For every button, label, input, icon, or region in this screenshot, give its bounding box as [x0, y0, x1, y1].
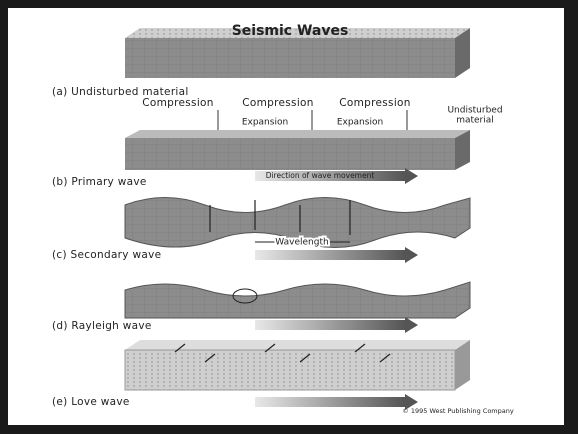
panel-label: (b) Primary wave	[52, 176, 147, 188]
panel-label: (d) Rayleigh wave	[52, 320, 152, 332]
expansion: Expansion	[242, 118, 288, 128]
panel-label: (c) Secondary wave	[52, 249, 161, 261]
wavelength: Wavelength	[275, 238, 328, 248]
figure: Seismic Waves (a) Undisturbed material C…	[0, 0, 578, 434]
panel-label: (e) Love wave	[52, 396, 130, 408]
undisturbed: Undisturbed	[447, 106, 502, 116]
compression: Compression	[242, 97, 313, 109]
slab	[125, 138, 455, 170]
undisturbed: material	[456, 116, 494, 126]
compression: Compression	[142, 97, 213, 109]
arrow	[255, 320, 405, 330]
arrow	[255, 250, 405, 260]
credit: © 1995 West Publishing Company	[402, 407, 514, 415]
arrow-text: Direction of wave movement	[266, 171, 375, 180]
compression: Compression	[339, 97, 410, 109]
slab	[125, 350, 455, 390]
arrow	[255, 397, 405, 407]
expansion: Expansion	[337, 118, 383, 128]
title: Seismic Waves	[232, 23, 349, 39]
slab-top	[125, 340, 470, 350]
slab	[125, 38, 455, 78]
slab-top	[125, 130, 470, 138]
